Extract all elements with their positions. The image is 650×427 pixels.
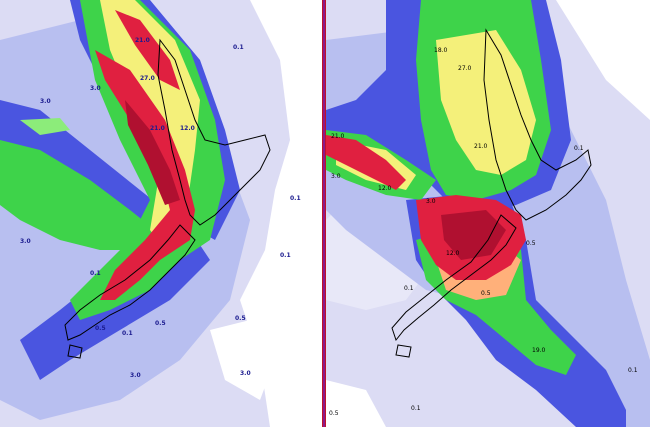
right-white-ne <box>556 0 650 120</box>
left-red-north <box>115 10 180 90</box>
left-north-island-coast <box>157 38 271 226</box>
left-label-17: 3.0 <box>240 370 251 377</box>
left-label-15: 0.5 <box>235 315 246 322</box>
right-label-1: 18.0 <box>434 47 448 54</box>
left-label-1: 21.0 <box>135 37 150 44</box>
right-white-sw <box>326 380 386 427</box>
right-south-island-coast <box>391 214 517 342</box>
right-label-10: 12.0 <box>446 250 460 257</box>
left-label-4: 12.0 <box>180 125 195 132</box>
left-label-11: 3.0 <box>130 372 141 379</box>
left-stewart-island <box>67 344 83 359</box>
right-label-13: 19.0 <box>532 347 546 354</box>
left-label-5: 3.0 <box>40 98 51 105</box>
left-label-10: 0.1 <box>122 330 133 337</box>
right-label-6: 3.0 <box>331 173 341 180</box>
right-label-2: 27.0 <box>458 65 472 72</box>
right-label-7: 3.0 <box>426 198 436 205</box>
right-label-14: 0.1 <box>628 367 638 374</box>
right-label-8: 0.1 <box>404 285 414 292</box>
right-label-5: 12.0 <box>378 185 392 192</box>
right-label-12: 0.5 <box>526 240 536 247</box>
right-label-4: 21.0 <box>331 133 345 140</box>
right-yellow-north <box>436 30 536 175</box>
right-contour-labels: 18.0 27.0 21.0 21.0 12.0 3.0 3.0 0.1 0.1… <box>329 47 638 417</box>
left-label-9: 0.5 <box>95 325 106 332</box>
left-contour-labels: 21.0 27.0 21.0 12.0 3.0 3.0 3.0 0.1 0.5 … <box>20 37 301 379</box>
left-label-12: 0.1 <box>233 44 244 51</box>
right-label-16: 0.1 <box>411 405 421 412</box>
left-south-island-coast <box>64 224 196 341</box>
right-dark-red-core <box>441 210 506 260</box>
right-map-canvas: 18.0 27.0 21.0 21.0 12.0 3.0 3.0 0.1 0.1… <box>326 0 650 427</box>
left-label-2: 27.0 <box>140 75 155 82</box>
left-map-canvas: 21.0 27.0 21.0 12.0 3.0 3.0 3.0 0.1 0.5 … <box>0 0 322 427</box>
right-red-west <box>326 135 406 190</box>
left-white-area-east <box>240 0 322 427</box>
left-green-blob <box>20 118 70 135</box>
left-label-16: 0.5 <box>155 320 166 327</box>
right-label-15: 0.5 <box>329 410 339 417</box>
right-stewart-island <box>395 344 412 358</box>
left-map-panel: 21.0 27.0 21.0 12.0 3.0 3.0 3.0 0.1 0.5 … <box>0 0 322 427</box>
left-green-band <box>0 140 155 250</box>
right-map-panel: 18.0 27.0 21.0 21.0 12.0 3.0 3.0 0.1 0.1… <box>326 0 650 427</box>
right-label-9: 0.1 <box>574 145 584 152</box>
left-label-14: 0.1 <box>280 252 291 259</box>
left-label-8: 0.1 <box>90 270 101 277</box>
left-dark-red-core <box>125 100 180 205</box>
left-label-13: 0.1 <box>290 195 301 202</box>
panel-divider <box>322 0 326 427</box>
left-label-7: 3.0 <box>20 238 31 245</box>
right-label-3: 21.0 <box>474 143 488 150</box>
left-label-3: 21.0 <box>150 125 165 132</box>
right-north-island-coast <box>483 28 592 221</box>
left-white-area-south <box>210 320 275 400</box>
left-label-6: 3.0 <box>90 85 101 92</box>
right-label-11: 0.5 <box>481 290 491 297</box>
